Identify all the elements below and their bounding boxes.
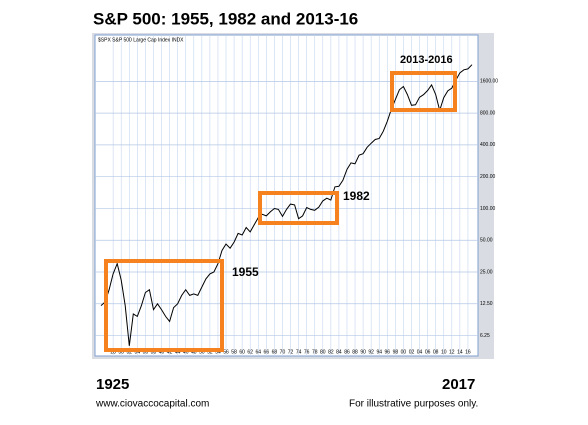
x-tick-label: 36 <box>143 349 149 355</box>
x-tick-label: 16 <box>465 349 471 355</box>
x-tick-label: 30 <box>118 349 124 355</box>
x-tick-label: 02 <box>409 349 415 355</box>
y-tick-label: 1600.00 <box>480 79 498 85</box>
x-tick-label: 66 <box>264 349 270 355</box>
y-tick-label: 12.50 <box>480 301 493 307</box>
grid: 28 30 32 34 36 38 40 42 44 46 48 50 52 54 56 58 60 62 64 66… <box>95 35 498 356</box>
annotation: 2013-2016 <box>400 54 453 66</box>
y-tick-label: 6.25 <box>480 333 490 339</box>
y-tick-label: 25.00 <box>480 269 493 275</box>
x-tick-label: 86 <box>344 349 350 355</box>
x-tick-label: 68 <box>272 349 278 355</box>
highlight-box <box>104 259 224 352</box>
price-line <box>100 64 473 346</box>
x-tick-label: 52 <box>207 349 213 355</box>
x-tick-label: 72 <box>288 349 294 355</box>
chart-title: S&P 500: 1955, 1982 and 2013-16 <box>93 9 358 28</box>
x-tick-label: 98 <box>393 349 399 355</box>
x-tick-label: 12 <box>449 349 455 355</box>
x-tick-label: 58 <box>231 349 237 355</box>
x-tick-label: 48 <box>191 349 197 355</box>
x-tick-label: 38 <box>151 349 157 355</box>
note: For illustrative purposes only. <box>349 399 478 410</box>
x-tick-label: 84 <box>336 349 342 355</box>
x-tick-label: 96 <box>385 349 391 355</box>
x-tick-label: 56 <box>223 349 229 355</box>
y-tick-label: 50.00 <box>480 238 493 244</box>
x-tick-label: 28 <box>110 349 116 355</box>
x-tick-label: 46 <box>183 349 189 355</box>
y-tick-label: 200.00 <box>480 174 496 180</box>
x-tick-label: 78 <box>312 349 318 355</box>
start-label: 1925 <box>96 376 129 393</box>
x-tick-label: 50 <box>199 349 205 355</box>
source: www.ciovaccocapital.com <box>95 399 209 410</box>
x-tick-label: 08 <box>433 349 439 355</box>
x-tick-label: 70 <box>280 349 286 355</box>
y-tick-label: 800.00 <box>480 110 496 116</box>
x-tick-label: 62 <box>247 349 253 355</box>
x-tick-label: 92 <box>368 349 374 355</box>
x-tick-label: 88 <box>352 349 358 355</box>
chart-subtitle: $SPX S&P 500 Large Cap Index INDX <box>98 37 184 43</box>
x-tick-label: 90 <box>360 349 366 355</box>
x-tick-label: 54 <box>215 349 221 355</box>
x-tick-label: 60 <box>239 349 245 355</box>
x-tick-label: 74 <box>296 349 302 355</box>
x-tick-label: 04 <box>417 349 423 355</box>
x-tick-label: 10 <box>441 349 447 355</box>
x-tick-label: 76 <box>304 349 310 355</box>
annotation: 1955 <box>232 265 259 279</box>
x-tick-label: 34 <box>135 349 141 355</box>
x-tick-label: 42 <box>167 349 173 355</box>
x-tick-label: 64 <box>255 349 261 355</box>
annotation: 1982 <box>343 189 370 203</box>
x-tick-label: 94 <box>376 349 382 355</box>
y-tick-label: 400.00 <box>480 142 496 148</box>
x-tick-label: 32 <box>126 349 132 355</box>
x-tick-label: 82 <box>328 349 334 355</box>
highlight-box <box>390 71 457 112</box>
highlight-box <box>258 191 339 225</box>
marks <box>100 64 473 346</box>
end-label: 2017 <box>442 376 475 393</box>
x-tick-label: 80 <box>320 349 326 355</box>
x-tick-label: 14 <box>457 349 463 355</box>
y-tick-label: 100.00 <box>480 206 496 212</box>
x-tick-label: 44 <box>175 349 181 355</box>
x-tick-label: 40 <box>159 349 165 355</box>
plot-area <box>94 34 479 357</box>
x-tick-label: 00 <box>401 349 407 355</box>
x-tick-label: 06 <box>425 349 431 355</box>
